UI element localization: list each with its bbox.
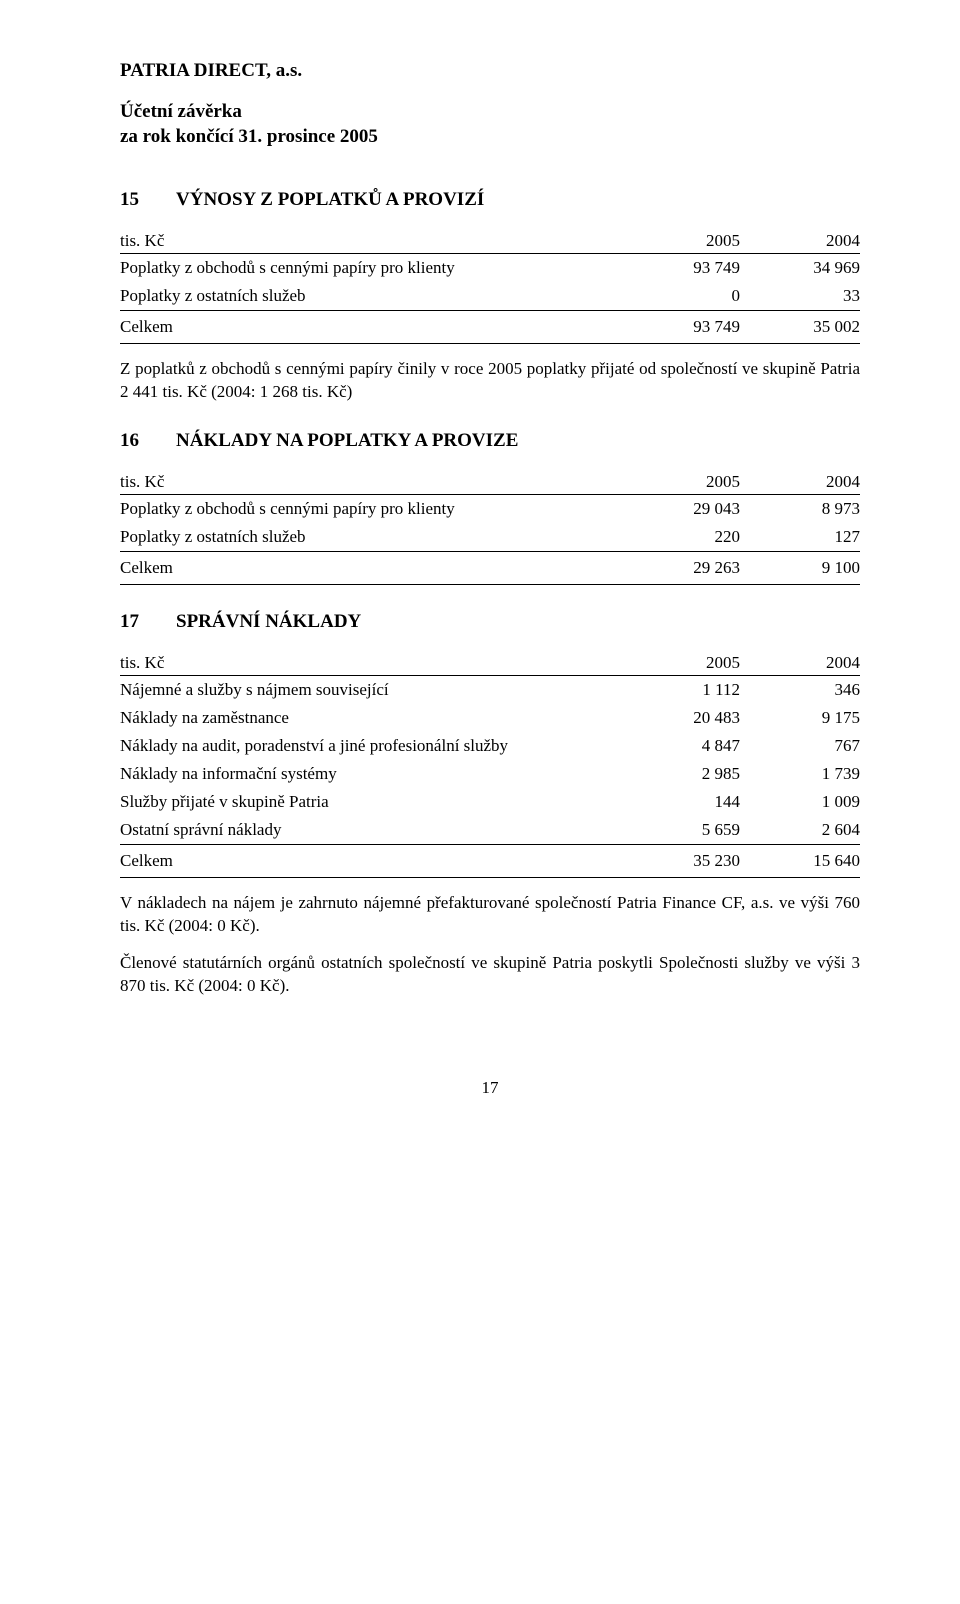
table-row: Nájemné a služby s nájmem související 1 …	[120, 676, 860, 705]
table-row: Poplatky z obchodů s cennými papíry pro …	[120, 495, 860, 524]
table-row: Poplatky z ostatních služeb 220 127	[120, 523, 860, 552]
row-v1: 2 985	[620, 760, 740, 788]
row-label: Náklady na zaměstnance	[120, 704, 620, 732]
section-16-table: tis. Kč 2005 2004 Poplatky z obchodů s c…	[120, 468, 860, 585]
section-15-note: Z poplatků z obchodů s cennými papíry či…	[120, 358, 860, 404]
section-17-heading: 17 SPRÁVNÍ NÁKLADY	[120, 611, 860, 633]
row-label: Poplatky z obchodů s cennými papíry pro …	[120, 254, 620, 283]
total-v1: 35 230	[620, 845, 740, 878]
unit-label: tis. Kč	[120, 468, 620, 495]
total-label: Celkem	[120, 552, 620, 585]
row-v2: 8 973	[740, 495, 860, 524]
row-v1: 4 847	[620, 732, 740, 760]
row-label: Náklady na audit, poradenství a jiné pro…	[120, 732, 620, 760]
section-16-heading: 16 NÁKLADY NA POPLATKY A PROVIZE	[120, 430, 860, 452]
total-v2: 9 100	[740, 552, 860, 585]
row-v1: 5 659	[620, 816, 740, 845]
year-2004: 2004	[740, 468, 860, 495]
total-row: Celkem 93 749 35 002	[120, 311, 860, 344]
section-17-note1: V nákladech na nájem je zahrnuto nájemné…	[120, 892, 860, 938]
table-row: Ostatní správní náklady 5 659 2 604	[120, 816, 860, 845]
row-v2: 1 739	[740, 760, 860, 788]
row-label: Poplatky z ostatních služeb	[120, 523, 620, 552]
company-name: PATRIA DIRECT, a.s.	[120, 60, 860, 82]
total-row: Celkem 29 263 9 100	[120, 552, 860, 585]
year-2005: 2005	[620, 468, 740, 495]
row-v1: 144	[620, 788, 740, 816]
year-2004: 2004	[740, 227, 860, 254]
row-v2: 767	[740, 732, 860, 760]
year-2005: 2005	[620, 649, 740, 676]
section-17-table: tis. Kč 2005 2004 Nájemné a služby s náj…	[120, 649, 860, 878]
total-row: Celkem 35 230 15 640	[120, 845, 860, 878]
total-v2: 35 002	[740, 311, 860, 344]
section-15-title: VÝNOSY Z POPLATKŮ A PROVIZÍ	[176, 189, 484, 211]
table-row: Služby přijaté v skupině Patria 144 1 00…	[120, 788, 860, 816]
row-v1: 220	[620, 523, 740, 552]
unit-label: tis. Kč	[120, 227, 620, 254]
row-v2: 2 604	[740, 816, 860, 845]
row-v2: 33	[740, 282, 860, 311]
section-15-num: 15	[120, 189, 176, 211]
section-16-num: 16	[120, 430, 176, 452]
row-v1: 20 483	[620, 704, 740, 732]
table-row: Náklady na audit, poradenství a jiné pro…	[120, 732, 860, 760]
total-v1: 93 749	[620, 311, 740, 344]
year-2004: 2004	[740, 649, 860, 676]
row-label: Nájemné a služby s nájmem související	[120, 676, 620, 705]
section-17-note2: Členové statutárních orgánů ostatních sp…	[120, 952, 860, 998]
section-15-heading: 15 VÝNOSY Z POPLATKŮ A PROVIZÍ	[120, 189, 860, 211]
total-label: Celkem	[120, 311, 620, 344]
section-17-num: 17	[120, 611, 176, 633]
header-line2: za rok končící 31. prosince 2005	[120, 125, 860, 150]
unit-label: tis. Kč	[120, 649, 620, 676]
row-label: Poplatky z obchodů s cennými papíry pro …	[120, 495, 620, 524]
total-v2: 15 640	[740, 845, 860, 878]
row-v2: 34 969	[740, 254, 860, 283]
row-v2: 127	[740, 523, 860, 552]
table-row: Náklady na informační systémy 2 985 1 73…	[120, 760, 860, 788]
page-number: 17	[120, 1078, 860, 1098]
table-row: Náklady na zaměstnance 20 483 9 175	[120, 704, 860, 732]
row-v1: 93 749	[620, 254, 740, 283]
year-2005: 2005	[620, 227, 740, 254]
total-label: Celkem	[120, 845, 620, 878]
section-15-table: tis. Kč 2005 2004 Poplatky z obchodů s c…	[120, 227, 860, 344]
row-v1: 1 112	[620, 676, 740, 705]
table-row: Poplatky z obchodů s cennými papíry pro …	[120, 254, 860, 283]
row-v2: 9 175	[740, 704, 860, 732]
table-row: Poplatky z ostatních služeb 0 33	[120, 282, 860, 311]
row-label: Poplatky z ostatních služeb	[120, 282, 620, 311]
row-label: Ostatní správní náklady	[120, 816, 620, 845]
row-label: Náklady na informační systémy	[120, 760, 620, 788]
row-v1: 29 043	[620, 495, 740, 524]
section-16-title: NÁKLADY NA POPLATKY A PROVIZE	[176, 430, 518, 452]
row-label: Služby přijaté v skupině Patria	[120, 788, 620, 816]
row-v2: 1 009	[740, 788, 860, 816]
section-17-title: SPRÁVNÍ NÁKLADY	[176, 611, 361, 633]
total-v1: 29 263	[620, 552, 740, 585]
row-v1: 0	[620, 282, 740, 311]
header-line1: Účetní závěrka	[120, 100, 860, 125]
row-v2: 346	[740, 676, 860, 705]
